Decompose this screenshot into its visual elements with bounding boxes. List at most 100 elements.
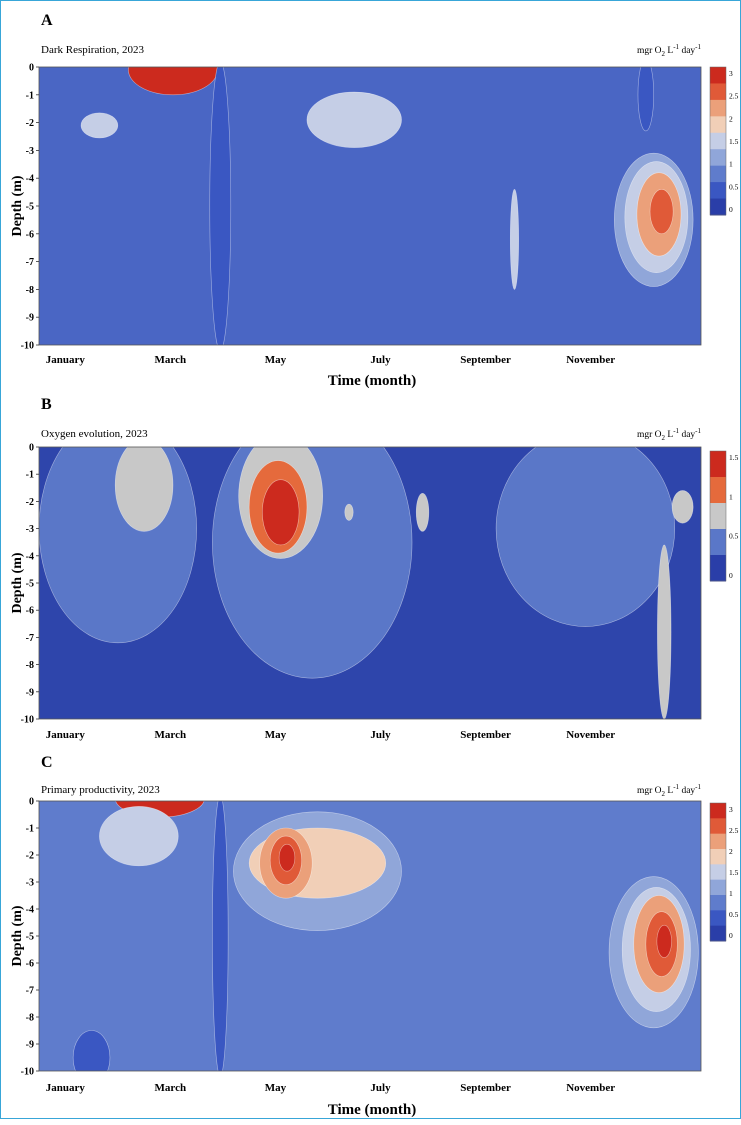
x-tick-label: November: [566, 729, 615, 741]
x-axis-label: Time (month): [328, 1102, 416, 1118]
colorbar-tick-label: 2: [729, 114, 733, 123]
colorbar-tick-label: 1.5: [729, 453, 739, 462]
x-tick-label: September: [460, 729, 511, 741]
colorbar-segment: [710, 182, 726, 200]
colorbar-segment: [710, 910, 726, 927]
y-tick-label: -3: [26, 524, 34, 535]
y-tick-label: -9: [26, 313, 34, 324]
y-tick-label: -4: [26, 174, 34, 185]
unit-label: mgr O2 L-1 day-1: [637, 43, 702, 58]
colorbar-tick-label: 0.5: [729, 532, 739, 541]
contour-region: [99, 806, 179, 867]
y-tick-label: -2: [26, 851, 34, 862]
chart-title: Dark Respiration, 2023: [41, 44, 144, 56]
y-tick-label: -5: [26, 932, 34, 943]
colorbar-segment: [710, 833, 726, 850]
x-tick-label: September: [460, 354, 511, 366]
colorbar-tick-label: 2: [729, 847, 733, 856]
contour-group: [39, 447, 694, 719]
contour-region: [212, 801, 229, 1071]
colorbar-segment: [710, 198, 726, 216]
x-tick-label: November: [566, 1082, 615, 1094]
unit-part: -1: [673, 783, 679, 791]
colorbar-segment: [710, 477, 726, 504]
unit-part: day: [679, 46, 695, 56]
y-tick-label: -3: [26, 146, 34, 157]
colorbar-segment: [710, 895, 726, 911]
y-tick-label: -1: [26, 90, 34, 101]
colorbar-segment: [710, 83, 726, 101]
unit-part: L: [665, 46, 673, 56]
contour-region: [72, 1030, 111, 1071]
x-tick-label: January: [46, 1082, 86, 1094]
colorbar-border: [709, 450, 727, 582]
contour-region: [509, 189, 519, 290]
contour-region: [261, 479, 300, 546]
colorbar-segment: [710, 925, 726, 942]
colorbar-tick-label: 3: [729, 69, 733, 78]
chart-title: Primary productivity, 2023: [41, 784, 160, 796]
unit-part: 2: [662, 790, 666, 798]
x-tick-label: March: [155, 729, 187, 741]
unit-part: -1: [695, 783, 701, 791]
colorbar-segment: [710, 165, 726, 183]
x-tick-label: May: [265, 1082, 287, 1094]
y-axis-label: Depth (m): [10, 905, 25, 966]
colorbar-segment: [710, 864, 726, 881]
colorbar-segment: [710, 818, 726, 835]
colorbar-tick-label: 0.5: [729, 910, 739, 919]
y-tick-label: -6: [26, 959, 34, 970]
x-tick-label: May: [265, 729, 287, 741]
colorbar-tick-label: 1.5: [729, 868, 739, 877]
colorbar-tick-label: 1: [729, 492, 733, 501]
x-tick-label: March: [155, 1082, 187, 1094]
colorbar-tick-label: 3: [729, 805, 733, 814]
y-tick-label: -2: [26, 118, 34, 129]
colorbar-tick-label: 0: [729, 931, 733, 940]
panel-label: C: [41, 754, 53, 771]
unit-part: -1: [695, 427, 701, 435]
unit-part: 2: [662, 50, 666, 58]
x-tick-label: November: [566, 354, 615, 366]
y-axis-label: Depth (m): [10, 175, 25, 236]
y-tick-label: 0: [29, 63, 34, 74]
unit-part: day: [679, 786, 695, 796]
panel-label: A: [41, 12, 53, 29]
colorbar-segment: [710, 849, 726, 865]
y-tick-label: -7: [26, 633, 34, 644]
unit-part: mgr O: [637, 46, 662, 56]
colorbar-border: [709, 802, 727, 942]
unit-part: -1: [673, 43, 679, 51]
y-tick-label: -1: [26, 470, 34, 481]
colorbar-segment: [710, 116, 726, 134]
unit-part: -1: [673, 427, 679, 435]
contour-region: [39, 447, 197, 644]
y-tick-label: -10: [21, 341, 34, 352]
chart-title: Oxygen evolution, 2023: [41, 428, 148, 440]
y-tick-label: -3: [26, 878, 34, 889]
contour-region: [306, 91, 402, 148]
contour-region: [649, 189, 674, 235]
y-tick-label: -10: [21, 1067, 34, 1078]
colorbar-tick-label: 2.5: [729, 92, 739, 101]
x-tick-label: January: [46, 354, 86, 366]
y-tick-label: -6: [26, 229, 34, 240]
y-tick-label: -8: [26, 285, 34, 296]
y-tick-label: -9: [26, 1040, 34, 1051]
x-tick-label: May: [265, 354, 287, 366]
x-axis-label: Time (month): [328, 373, 416, 389]
contour-region: [415, 492, 430, 532]
x-tick-label: July: [370, 1082, 391, 1094]
colorbar-segment: [710, 529, 726, 556]
x-tick-label: March: [155, 354, 187, 366]
panel-label: B: [41, 396, 52, 413]
unit-label: mgr O2 L-1 day-1: [637, 427, 702, 442]
unit-part: mgr O: [637, 786, 662, 796]
y-tick-label: -4: [26, 551, 34, 562]
y-axis-label: Depth (m): [10, 552, 25, 613]
y-tick-label: -9: [26, 687, 34, 698]
contour-group: [72, 801, 699, 1071]
colorbar-segment: [710, 503, 726, 530]
x-tick-label: July: [370, 729, 391, 741]
